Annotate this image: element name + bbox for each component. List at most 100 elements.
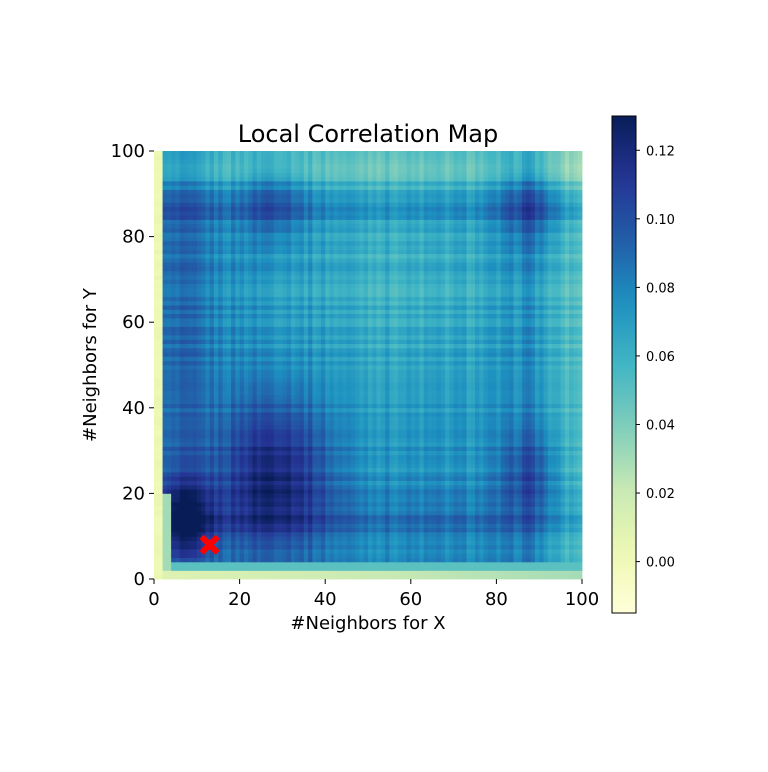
heatmap-cell xyxy=(534,553,540,558)
heatmap-cell xyxy=(449,501,454,507)
heatmap-cell xyxy=(329,416,335,422)
heatmap-cell xyxy=(410,476,416,481)
heatmap-cell xyxy=(256,549,262,554)
heatmap-cell xyxy=(462,553,467,558)
heatmap-cell xyxy=(513,493,519,499)
heatmap-cell xyxy=(192,549,198,554)
heatmap-cell xyxy=(363,399,369,404)
heatmap-cell xyxy=(308,497,313,503)
heatmap-cell xyxy=(492,416,497,422)
heatmap-cell xyxy=(487,377,493,383)
heatmap-cell xyxy=(389,536,395,541)
heatmap-cell xyxy=(316,454,322,460)
heatmap-cell xyxy=(475,369,480,374)
heatmap-cell xyxy=(436,433,442,439)
heatmap-cell xyxy=(577,403,583,409)
heatmap-cell xyxy=(239,446,245,451)
heatmap-cell xyxy=(278,373,283,379)
heatmap-cell xyxy=(213,501,219,507)
heatmap-cell xyxy=(475,399,480,404)
heatmap-cell xyxy=(282,544,288,550)
heatmap-cell xyxy=(500,386,506,392)
heatmap-cell xyxy=(513,429,519,434)
heatmap-cell xyxy=(248,442,253,447)
heatmap-cell xyxy=(183,394,189,400)
heatmap-cell xyxy=(526,433,532,439)
heatmap-cell xyxy=(475,373,480,379)
heatmap-cell xyxy=(564,566,570,571)
heatmap-cell xyxy=(530,549,536,554)
heatmap-cell xyxy=(363,420,369,426)
heatmap-cell xyxy=(286,514,292,520)
heatmap-cell xyxy=(209,463,215,469)
heatmap-cell xyxy=(265,386,270,392)
heatmap-cell xyxy=(569,403,574,409)
heatmap-cell xyxy=(179,390,185,396)
heatmap-cell xyxy=(539,416,544,422)
heatmap-cell xyxy=(397,394,403,400)
heatmap-cell xyxy=(179,407,185,413)
heatmap-cell xyxy=(329,403,335,409)
heatmap-cell xyxy=(162,476,168,481)
heatmap-cell xyxy=(522,403,527,409)
heatmap-cell xyxy=(573,459,579,464)
heatmap-cell xyxy=(282,412,288,417)
heatmap-cell xyxy=(406,510,412,516)
heatmap-cell xyxy=(419,394,425,400)
heatmap-cell xyxy=(419,501,425,507)
heatmap-cell xyxy=(248,407,253,413)
heatmap-cell xyxy=(479,557,484,563)
heatmap-cell xyxy=(385,450,390,456)
heatmap-cell xyxy=(196,472,202,477)
heatmap-cell xyxy=(449,519,454,524)
heatmap-cell xyxy=(466,570,472,576)
heatmap-cell xyxy=(213,574,219,580)
heatmap-cell xyxy=(487,412,493,417)
heatmap-cell xyxy=(410,514,416,520)
heatmap-cell xyxy=(158,561,163,567)
heatmap-cell xyxy=(359,446,365,451)
heatmap-cell xyxy=(179,429,185,434)
heatmap-cell xyxy=(517,407,523,413)
heatmap-cell xyxy=(479,399,484,404)
heatmap-cell xyxy=(547,527,553,533)
heatmap-cell xyxy=(346,450,352,456)
heatmap-cell xyxy=(462,382,467,387)
heatmap-cell xyxy=(196,399,202,404)
heatmap-cell xyxy=(543,480,549,486)
heatmap-cell xyxy=(410,519,416,524)
heatmap-cell xyxy=(213,386,219,392)
heatmap-cell xyxy=(312,450,318,456)
heatmap-cell xyxy=(432,454,437,460)
heatmap-cell xyxy=(162,420,168,426)
heatmap-cell xyxy=(427,536,433,541)
heatmap-cell xyxy=(449,497,454,503)
heatmap-cell xyxy=(325,407,330,413)
heatmap-cell xyxy=(466,484,472,490)
heatmap-cell xyxy=(556,386,561,392)
heatmap-cell xyxy=(290,510,296,516)
heatmap-cell xyxy=(496,476,502,481)
heatmap-cell xyxy=(243,514,249,520)
heatmap-cell xyxy=(402,523,407,529)
heatmap-cell xyxy=(380,476,386,481)
heatmap-cell xyxy=(410,574,416,580)
heatmap-cell xyxy=(252,463,258,469)
heatmap-cell xyxy=(415,373,420,379)
heatmap-cell xyxy=(487,497,493,503)
heatmap-cell xyxy=(320,531,326,537)
heatmap-cell xyxy=(363,476,369,481)
heatmap-cell xyxy=(325,519,330,524)
heatmap-cell xyxy=(269,446,275,451)
heatmap-cell xyxy=(534,566,540,571)
heatmap-cell xyxy=(470,514,476,520)
heatmap-cell xyxy=(342,472,347,477)
heatmap-cell xyxy=(201,540,206,546)
heatmap-cell xyxy=(308,493,313,499)
heatmap-cell xyxy=(196,424,202,430)
heatmap-cell xyxy=(440,570,446,576)
heatmap-cell xyxy=(432,519,437,524)
heatmap-cell xyxy=(500,467,506,473)
heatmap-cell xyxy=(504,476,510,481)
heatmap-cell xyxy=(577,433,583,439)
